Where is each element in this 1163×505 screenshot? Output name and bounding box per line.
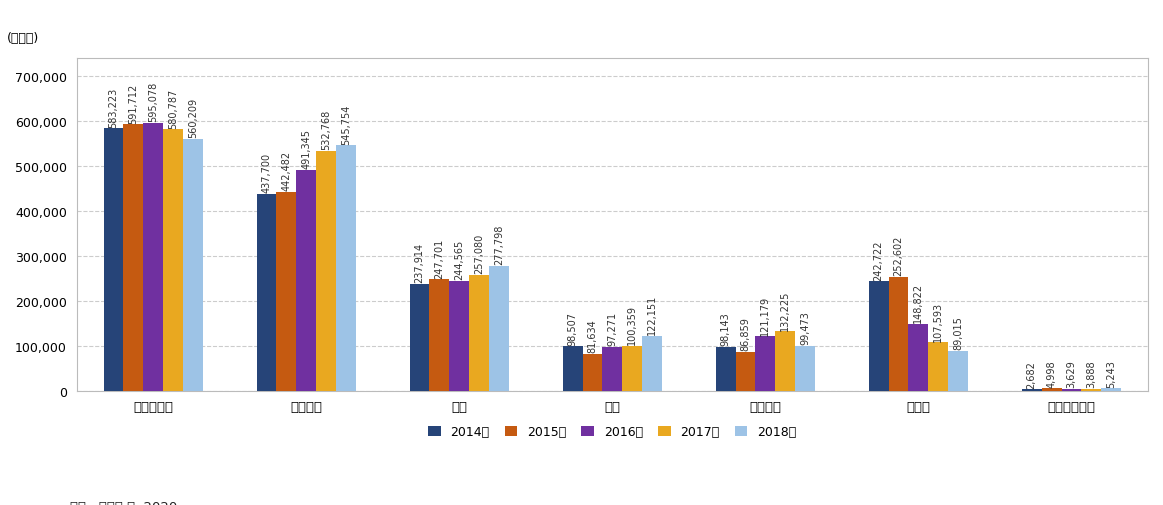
Bar — [336, 146, 356, 391]
Text: 89,015: 89,015 — [954, 316, 963, 349]
Text: 81,634: 81,634 — [587, 319, 598, 352]
Bar — [316, 152, 336, 391]
Bar — [449, 281, 469, 391]
Bar — [183, 139, 204, 391]
Bar — [297, 170, 316, 391]
Bar — [735, 352, 756, 391]
Bar — [715, 347, 735, 391]
Text: 98,507: 98,507 — [568, 311, 578, 345]
Text: 99,473: 99,473 — [800, 311, 811, 345]
Text: 244,565: 244,565 — [455, 239, 464, 280]
Text: 560,209: 560,209 — [188, 98, 198, 138]
Text: 98,143: 98,143 — [721, 312, 730, 345]
Bar — [1042, 389, 1062, 391]
Text: 122,151: 122,151 — [647, 294, 657, 334]
Text: 107,593: 107,593 — [934, 301, 943, 341]
Bar — [795, 346, 815, 391]
Text: 5,243: 5,243 — [1106, 359, 1116, 387]
Bar — [602, 347, 622, 391]
Bar — [469, 276, 490, 391]
Bar — [257, 194, 277, 391]
Text: 86,859: 86,859 — [741, 317, 750, 350]
Text: 97,271: 97,271 — [607, 312, 618, 346]
Text: 277,798: 277,798 — [494, 224, 504, 265]
Bar — [1022, 390, 1042, 391]
Text: 257,080: 257,080 — [475, 234, 484, 274]
Bar — [563, 347, 583, 391]
Bar — [756, 336, 776, 391]
Bar — [429, 280, 449, 391]
Text: 출잘 : 박철호 외, 2020: 출잘 : 박철호 외, 2020 — [70, 500, 177, 505]
Legend: 2014년, 2015년, 2016년, 2017년, 2018년: 2014년, 2015년, 2016년, 2017년, 2018년 — [422, 419, 802, 444]
Text: 3,629: 3,629 — [1066, 360, 1077, 388]
Bar — [277, 192, 297, 391]
Text: 437,700: 437,700 — [262, 153, 271, 193]
Text: 591,712: 591,712 — [128, 83, 138, 124]
Text: 583,223: 583,223 — [108, 87, 119, 127]
Text: 4,998: 4,998 — [1047, 360, 1056, 387]
Text: 242,722: 242,722 — [873, 240, 884, 280]
Bar — [143, 124, 163, 391]
Bar — [123, 125, 143, 391]
Text: 545,754: 545,754 — [341, 104, 351, 144]
Bar — [869, 282, 889, 391]
Text: 532,768: 532,768 — [321, 110, 331, 150]
Text: 100,359: 100,359 — [627, 305, 637, 344]
Bar — [583, 355, 602, 391]
Text: 252,602: 252,602 — [893, 236, 904, 276]
Bar — [889, 278, 908, 391]
Bar — [1062, 389, 1082, 391]
Bar — [622, 346, 642, 391]
Text: 595,078: 595,078 — [148, 82, 158, 122]
Bar — [1101, 388, 1121, 391]
Bar — [490, 266, 509, 391]
Bar — [928, 342, 948, 391]
Bar — [409, 284, 429, 391]
Text: 237,914: 237,914 — [414, 242, 424, 282]
Text: 132,225: 132,225 — [780, 290, 791, 330]
Bar — [776, 332, 795, 391]
Text: 442,482: 442,482 — [281, 150, 292, 191]
Text: 3,888: 3,888 — [1086, 360, 1097, 388]
Bar — [1082, 389, 1101, 391]
Text: 491,345: 491,345 — [301, 129, 312, 169]
Bar — [163, 130, 183, 391]
Text: 247,701: 247,701 — [435, 238, 444, 278]
Bar — [104, 129, 123, 391]
Text: 580,787: 580,787 — [169, 88, 178, 129]
Text: 121,179: 121,179 — [761, 295, 770, 335]
Bar — [908, 324, 928, 391]
Bar — [642, 336, 662, 391]
Text: 148,822: 148,822 — [913, 282, 923, 323]
Text: (백만원): (백만원) — [7, 32, 40, 45]
Bar — [948, 351, 968, 391]
Text: 2,682: 2,682 — [1027, 361, 1036, 388]
